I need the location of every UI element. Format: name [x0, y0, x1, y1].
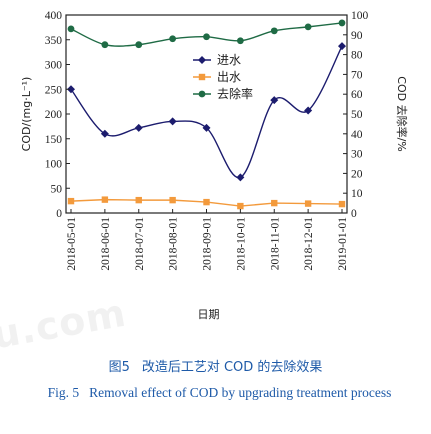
- y-tick-label: 100: [45, 159, 63, 171]
- influent-point: [202, 123, 211, 132]
- y-tick-label: 200: [45, 109, 63, 121]
- effluent-point: [271, 199, 278, 207]
- figure-caption-cn: 图5 改造后工艺对 COD 的去除效果: [0, 356, 431, 375]
- effluent-point: [237, 202, 244, 210]
- x-tick-label: 2019-01-01: [337, 217, 349, 271]
- removal-rate-point: [236, 37, 244, 45]
- figure-number-cn: 图5: [108, 360, 130, 375]
- removal-rate-point: [270, 27, 278, 35]
- y2-tick-label: 10: [351, 188, 363, 200]
- y-axis-title: COD/(mg·L⁻¹): [20, 77, 33, 152]
- removal-rate-point: [101, 41, 109, 49]
- figure-title-en: Removal effect of COD by upgrading treat…: [89, 385, 392, 400]
- influent-line: [70, 45, 343, 179]
- removal-rate-point: [67, 25, 75, 33]
- figure-number-en: Fig. 5: [47, 385, 80, 400]
- effluent-legend-label: 出水: [217, 70, 241, 84]
- y-tick-label: 150: [45, 134, 63, 146]
- x-tick-label: 2018-07-01: [134, 217, 146, 271]
- x-tick-label: 2018-05-01: [66, 217, 78, 271]
- x-tick-label: 2018-06-01: [100, 217, 112, 271]
- x-tick-label: 2018-12-01: [303, 217, 315, 271]
- removal-rate-point: [338, 19, 346, 27]
- y2-tick-label: 50: [351, 109, 363, 121]
- y2-tick-label: 30: [351, 149, 363, 161]
- y2-tick-label: 0: [351, 208, 357, 220]
- figure-caption-en: Fig. 5 Removal effect of COD by upgrading…: [22, 381, 417, 404]
- influent-point: [67, 85, 75, 94]
- removal-rate-legend-label: 去除率: [217, 86, 253, 101]
- x-tick-label: 2018-08-01: [168, 217, 180, 271]
- influent-point: [134, 123, 143, 132]
- y-tick-label: 350: [45, 35, 63, 47]
- effluent-point: [338, 200, 346, 208]
- y2-tick-label: 70: [351, 69, 363, 81]
- influent-point: [338, 42, 346, 51]
- effluent-legend-marker: [198, 73, 206, 81]
- removal-rate-point: [169, 35, 177, 43]
- y2-tick-label: 40: [351, 129, 363, 141]
- y2-axis-title: COD 去除率/%: [395, 76, 409, 151]
- y2-tick-label: 60: [351, 89, 363, 101]
- effluent-point: [101, 196, 109, 203]
- y-tick-label: 250: [45, 84, 63, 96]
- removal-rate-point: [304, 23, 312, 31]
- removal-rate-legend-marker: [198, 90, 206, 98]
- x-axis-title: 日期: [198, 308, 220, 321]
- y-tick-label: 400: [45, 10, 63, 22]
- y-tick-label: 0: [56, 208, 62, 220]
- influent-point: [168, 117, 177, 126]
- effluent-point: [135, 196, 142, 204]
- removal-rate-point: [203, 33, 210, 41]
- effluent-point: [67, 197, 75, 205]
- influent-legend-marker: [198, 56, 206, 64]
- x-tick-label: 2018-11-01: [269, 217, 281, 270]
- y-tick-label: 300: [45, 60, 63, 72]
- y-tick-label: 50: [51, 183, 63, 195]
- influent-point: [100, 129, 109, 138]
- x-tick-label: 2018-10-01: [235, 217, 247, 271]
- x-tick-label: 2018-09-01: [202, 217, 214, 271]
- y2-tick-label: 20: [351, 168, 363, 180]
- effluent-point: [169, 196, 176, 204]
- influent-point: [304, 106, 313, 115]
- y2-tick-label: 100: [351, 10, 369, 22]
- effluent-point: [304, 200, 312, 207]
- effluent-point: [203, 198, 210, 206]
- y2-tick-label: 80: [351, 50, 363, 62]
- removal-rate-point: [135, 41, 143, 49]
- influent-point: [236, 173, 245, 182]
- influent-legend-label: 进水: [217, 53, 241, 67]
- influent-point: [270, 96, 279, 105]
- cod-chart: 0 50 100 150 200 250 300 350 400 0 10 20 30 40 50 60 70 8…: [20, 10, 409, 321]
- y2-tick-label: 90: [351, 30, 363, 42]
- figure-title-cn: 改造后工艺对 COD 的去除效果: [141, 360, 323, 375]
